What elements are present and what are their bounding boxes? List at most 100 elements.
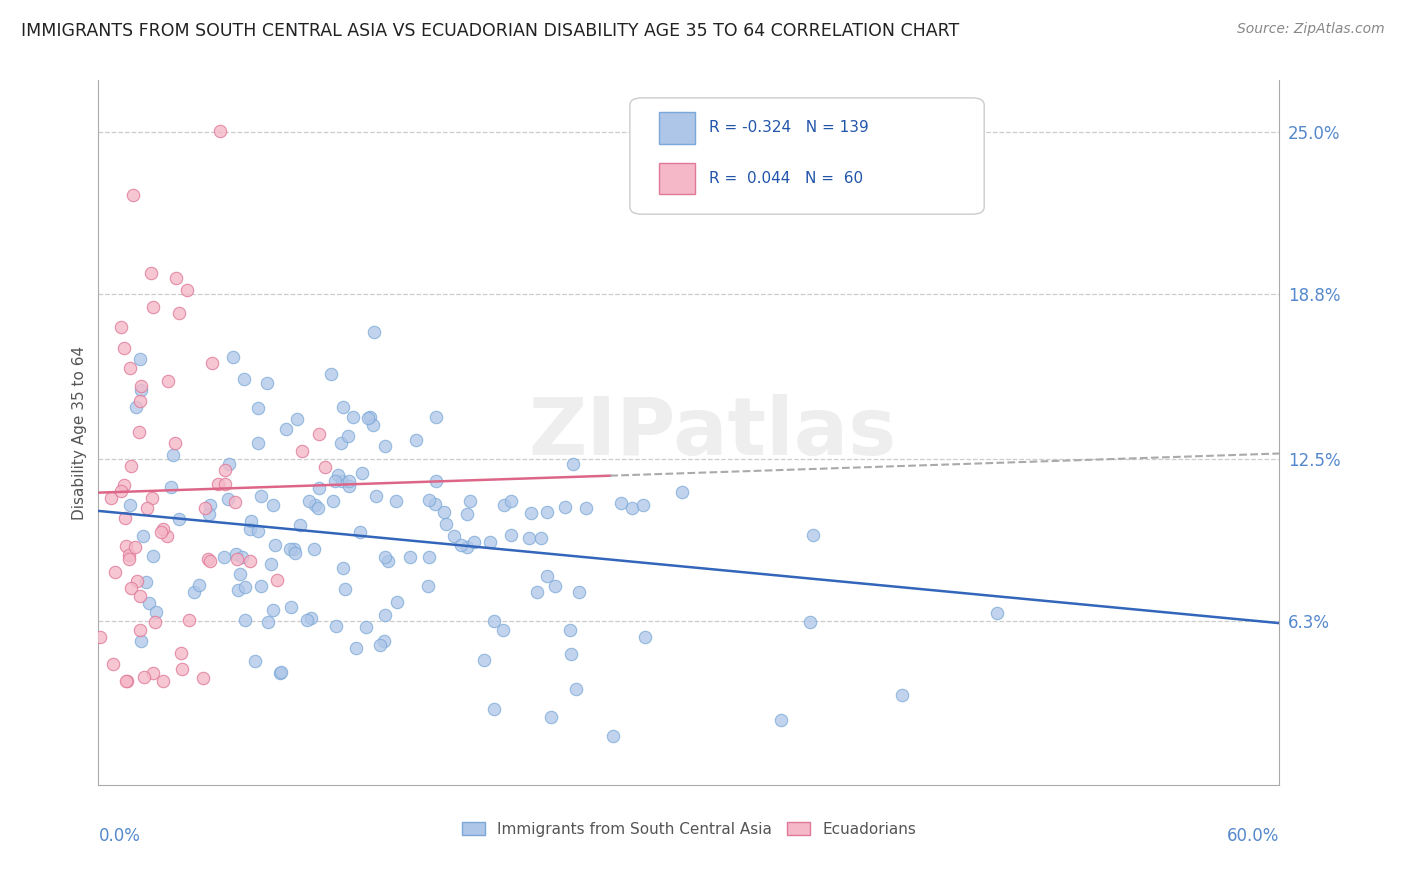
Point: [319, 367, 342, 381]
Point: [308, 481, 330, 495]
Legend: Immigrants from South Central Asia, Ecuadorians: Immigrants from South Central Asia, Ecua…: [454, 814, 924, 844]
Point: [246, 436, 269, 450]
Point: [259, 557, 281, 571]
Point: [226, 552, 249, 566]
Point: [494, 498, 516, 512]
Point: [458, 494, 481, 508]
Point: [554, 500, 576, 514]
Point: [304, 498, 326, 512]
Text: R =  0.044   N =  60: R = 0.044 N = 60: [709, 171, 863, 186]
Point: [169, 646, 191, 660]
Point: [280, 600, 302, 615]
Point: [633, 498, 655, 512]
Point: [129, 589, 152, 603]
Point: [156, 374, 179, 388]
Point: [482, 702, 505, 716]
Point: [256, 376, 278, 390]
Point: [349, 524, 371, 539]
Point: [233, 580, 256, 594]
Point: [610, 496, 633, 510]
Point: [114, 511, 136, 525]
Point: [361, 417, 384, 432]
Point: [132, 670, 155, 684]
Point: [120, 582, 142, 596]
Point: [329, 436, 352, 450]
Point: [104, 565, 127, 579]
Point: [138, 596, 160, 610]
Point: [520, 506, 543, 520]
Point: [418, 550, 440, 565]
Point: [129, 623, 152, 637]
Point: [128, 425, 150, 439]
Text: IMMIGRANTS FROM SOUTH CENTRAL ASIA VS ECUADORIAN DISABILITY AGE 35 TO 64 CORRELA: IMMIGRANTS FROM SOUTH CENTRAL ASIA VS EC…: [21, 22, 959, 40]
Point: [143, 615, 166, 630]
Point: [337, 429, 360, 443]
Point: [231, 550, 253, 565]
Point: [671, 484, 693, 499]
Point: [540, 710, 562, 724]
Point: [114, 539, 136, 553]
Point: [218, 457, 240, 471]
Point: [246, 524, 269, 538]
Point: [141, 491, 163, 506]
Point: [799, 615, 821, 630]
Point: [356, 410, 378, 425]
Point: [201, 356, 224, 370]
Point: [224, 494, 246, 508]
Point: [197, 552, 219, 566]
Point: [129, 352, 152, 367]
Point: [478, 534, 501, 549]
Point: [128, 393, 150, 408]
Point: [149, 524, 172, 539]
Point: [262, 603, 284, 617]
Point: [363, 325, 385, 339]
Point: [770, 713, 793, 727]
Point: [278, 541, 301, 556]
Point: [110, 484, 132, 499]
Point: [337, 474, 360, 488]
FancyBboxPatch shape: [659, 112, 695, 144]
Y-axis label: Disability Age 35 to 64: Disability Age 35 to 64: [72, 345, 87, 520]
Point: [145, 605, 167, 619]
Point: [326, 468, 349, 483]
Point: [208, 124, 231, 138]
Point: [167, 512, 190, 526]
Point: [142, 300, 165, 314]
Point: [432, 505, 454, 519]
Point: [115, 673, 138, 688]
Point: [124, 540, 146, 554]
Point: [160, 480, 183, 494]
Point: [274, 422, 297, 436]
Point: [200, 498, 222, 512]
Point: [110, 319, 132, 334]
Point: [377, 554, 399, 568]
Point: [165, 436, 187, 450]
Point: [165, 271, 187, 285]
Point: [418, 493, 440, 508]
Point: [602, 729, 624, 743]
Point: [194, 500, 217, 515]
Point: [125, 400, 148, 414]
Point: [132, 529, 155, 543]
Point: [120, 498, 142, 512]
Point: [536, 569, 558, 583]
Point: [239, 522, 262, 536]
Point: [350, 467, 373, 481]
Point: [152, 522, 174, 536]
Point: [284, 546, 307, 560]
Point: [472, 653, 495, 667]
Point: [142, 665, 165, 680]
Point: [346, 641, 368, 656]
Point: [332, 474, 354, 488]
Point: [112, 477, 135, 491]
Point: [561, 457, 583, 471]
Point: [167, 306, 190, 320]
Point: [120, 361, 142, 376]
Point: [405, 434, 427, 448]
Point: [443, 529, 465, 543]
Point: [262, 499, 284, 513]
Point: [129, 379, 152, 393]
Point: [266, 573, 288, 587]
Point: [114, 673, 136, 688]
Point: [172, 662, 194, 676]
